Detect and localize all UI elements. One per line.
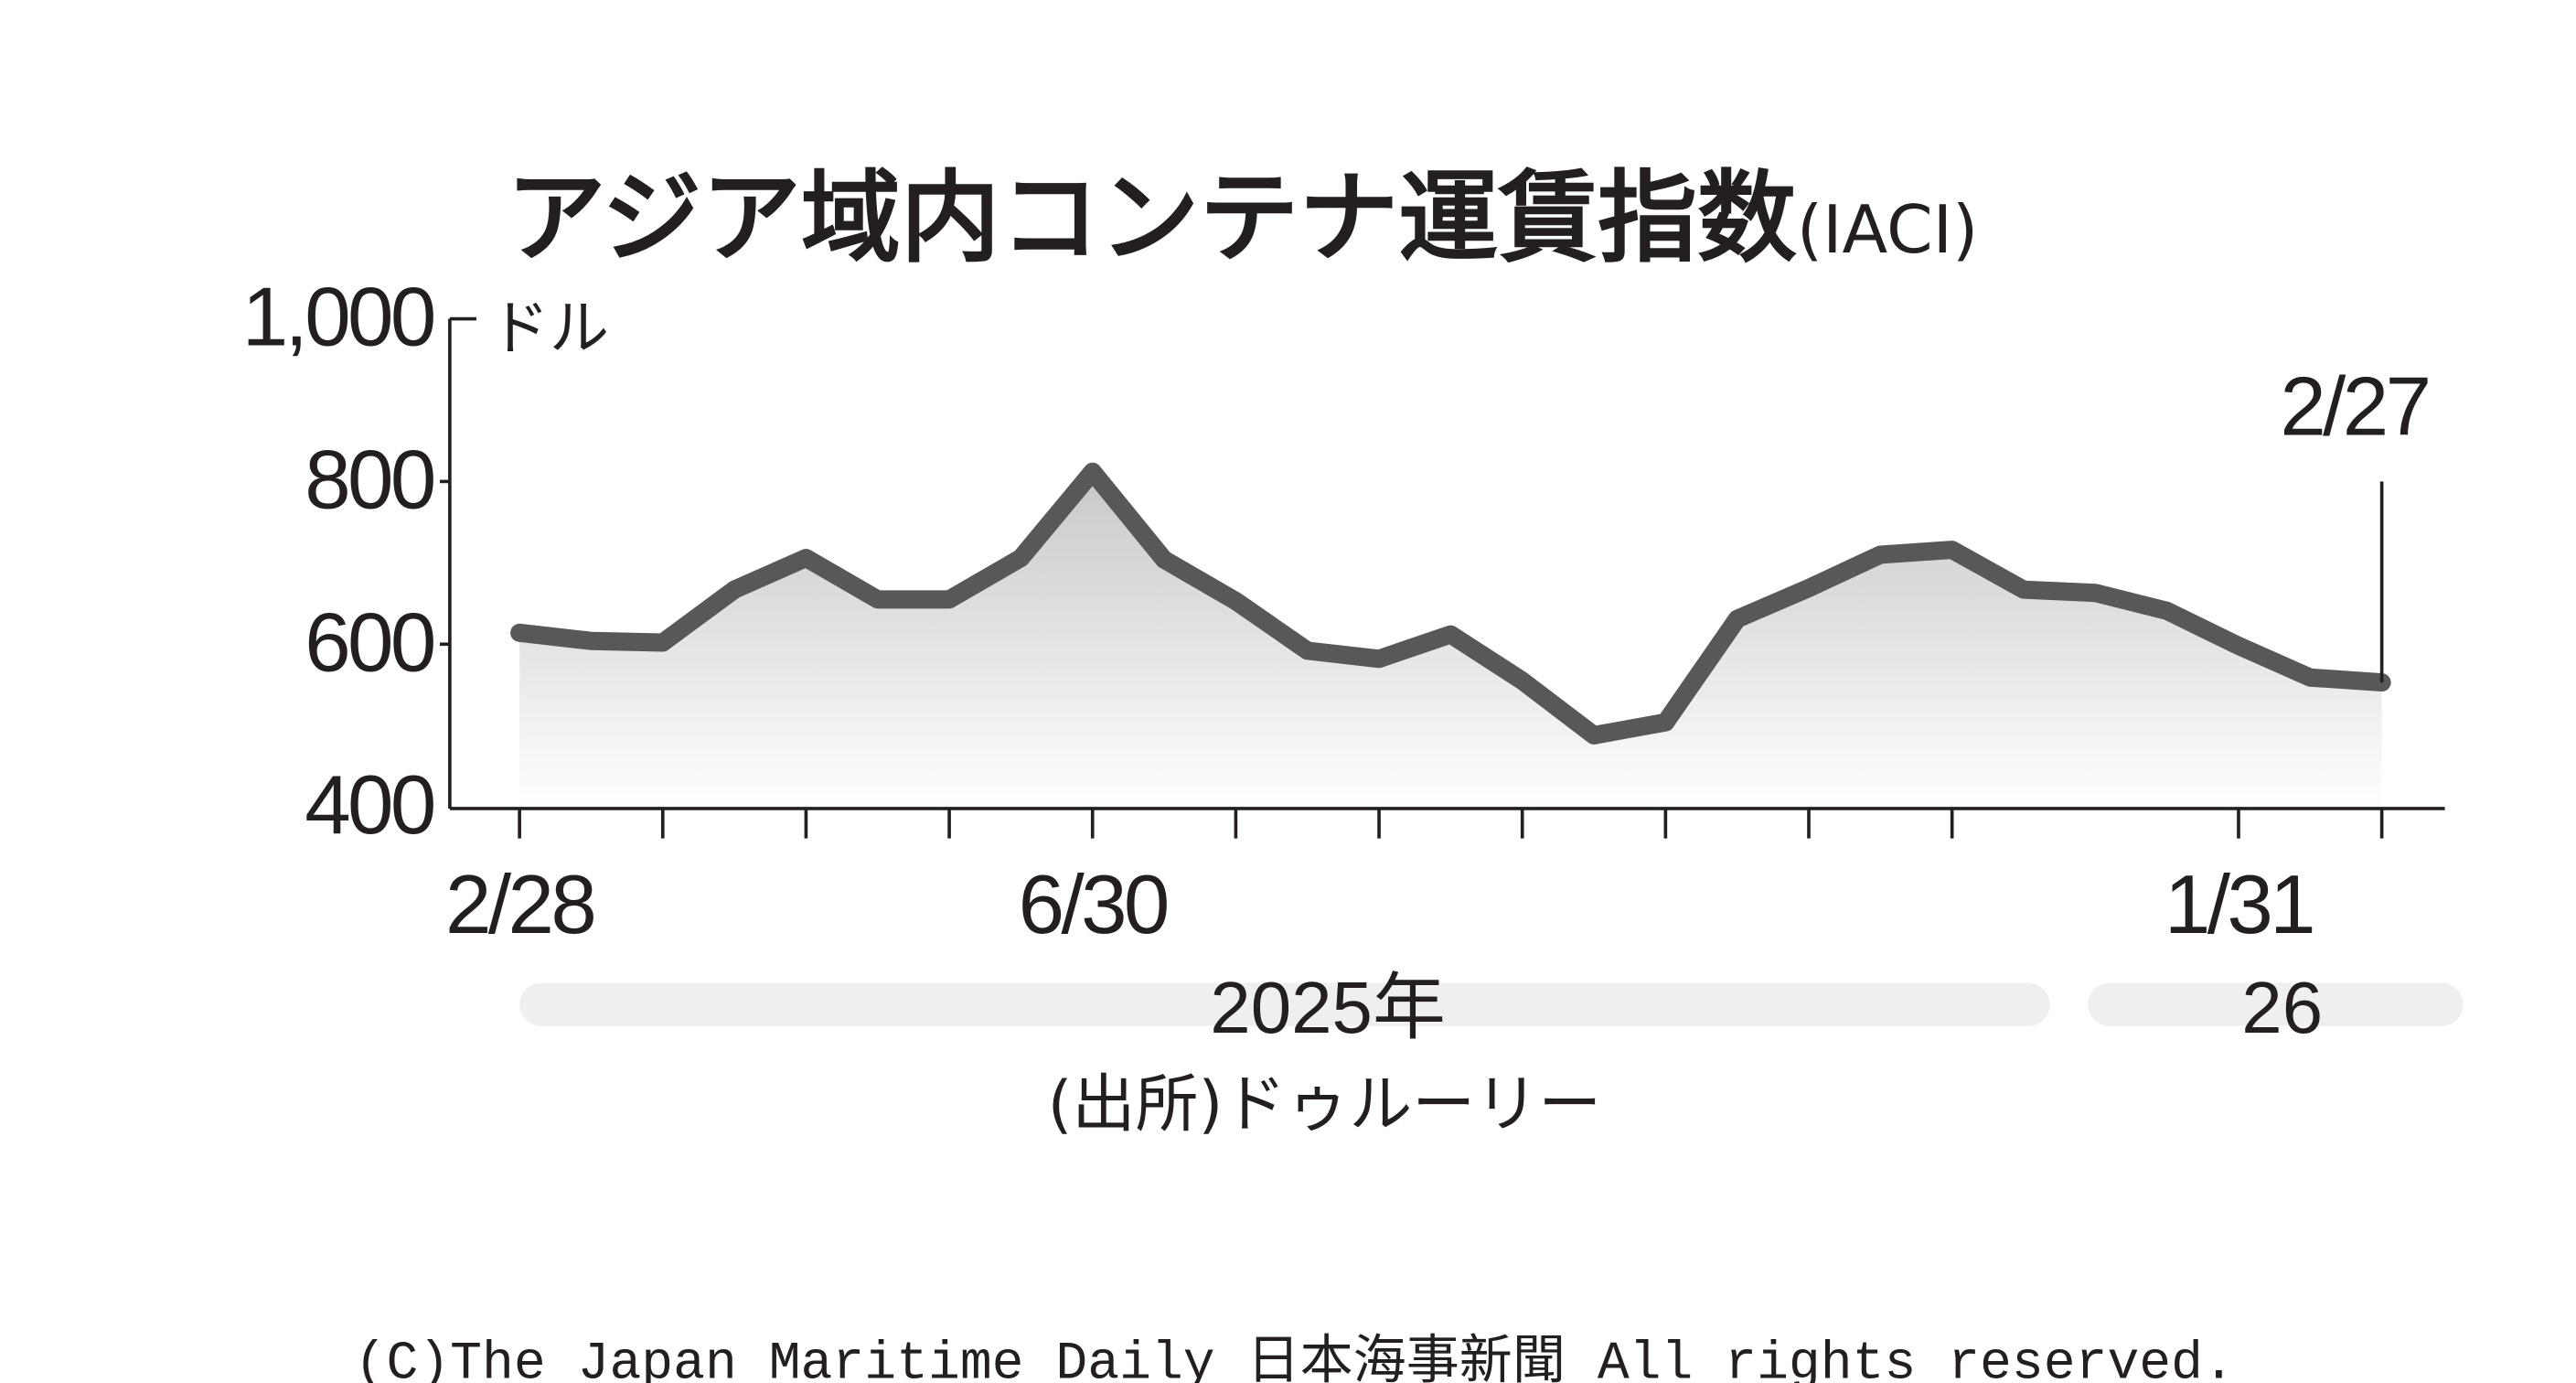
year-label: 26 xyxy=(2241,967,2323,1048)
year-band xyxy=(519,982,2050,1026)
y-tick-label: 400 xyxy=(305,759,433,852)
source: (出所)ドゥルーリー xyxy=(1048,1068,1602,1142)
x-tick-label: 1/31 xyxy=(2164,859,2313,951)
y-tick-label: 600 xyxy=(305,596,433,689)
y-tick-label: 800 xyxy=(305,434,433,526)
line xyxy=(510,462,2391,745)
annotation: 2/27 xyxy=(2280,361,2428,454)
x-tick-label: 2/28 xyxy=(445,859,593,951)
y-tick-label: 1,000 xyxy=(242,272,433,364)
title-suffix: (IACI) xyxy=(1797,192,1979,269)
year-band xyxy=(2088,982,2464,1026)
year-label: 2025年 xyxy=(1210,967,1446,1048)
chart-title: アジア域内コンテナ運賃指数(IACI) xyxy=(507,160,1979,276)
copyright: (C)The Japan Maritime Daily 日本海事新聞 All r… xyxy=(355,1333,2235,1383)
title-main: アジア域内コンテナ運賃指数 xyxy=(507,160,1797,276)
y-unit: ドル xyxy=(489,294,609,363)
x-tick-label: 6/30 xyxy=(1019,859,1167,951)
